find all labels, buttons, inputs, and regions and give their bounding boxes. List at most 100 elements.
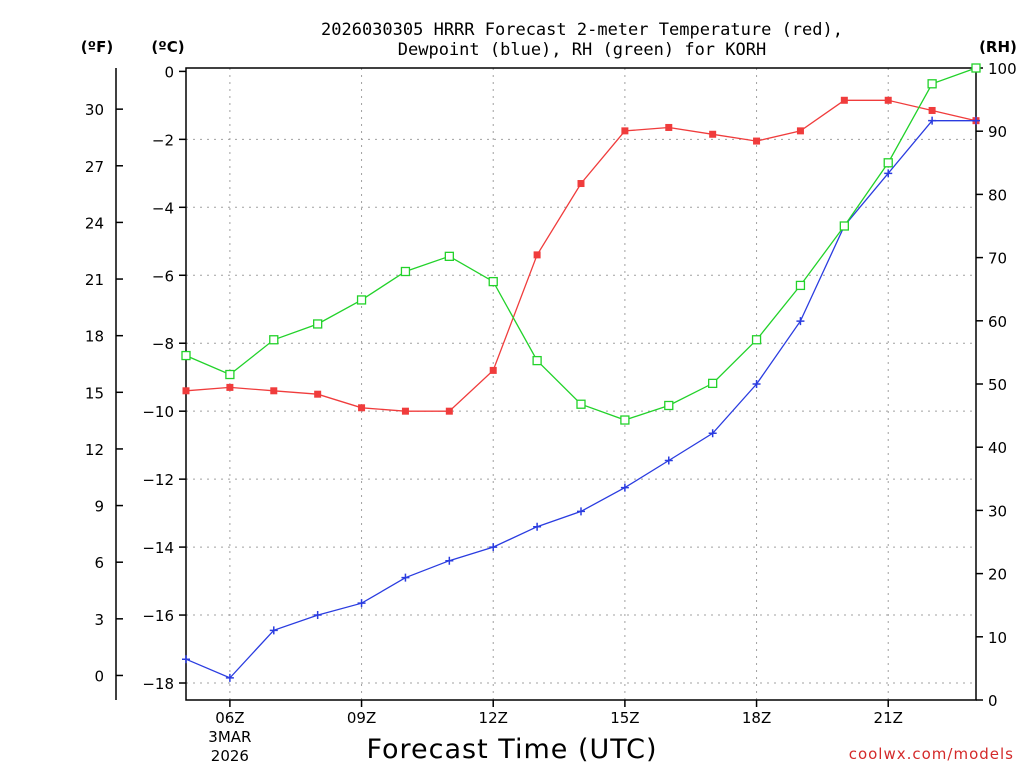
- temperature-point: [226, 384, 233, 391]
- temperature-point: [841, 97, 848, 104]
- celsius-tick-label: −10: [142, 403, 174, 421]
- rh-tick-label: 80: [988, 186, 1007, 204]
- fahrenheit-tick-label: 18: [85, 328, 104, 346]
- rh-point: [709, 379, 717, 387]
- temperature-point: [753, 138, 760, 145]
- temperature-point: [797, 127, 804, 134]
- fahrenheit-tick-label: 12: [85, 441, 104, 459]
- rh-tick-label: 70: [988, 250, 1007, 268]
- rh-point: [314, 320, 322, 328]
- rh-point: [796, 281, 804, 289]
- temperature-point: [665, 124, 672, 131]
- rh-point: [489, 278, 497, 286]
- dewpoint-point: [621, 484, 629, 492]
- temperature-point: [446, 408, 453, 415]
- dewpoint-point: [577, 507, 585, 515]
- rh-point: [665, 401, 673, 409]
- rh-tick-label: 30: [988, 502, 1007, 520]
- dewpoint-point: [314, 611, 322, 619]
- temperature-point: [490, 367, 497, 374]
- celsius-unit-label: (ºC): [151, 38, 184, 56]
- meteogram-chart: 2026030305 HRRR Forecast 2-meter Tempera…: [0, 0, 1024, 768]
- rh-tick-label: 90: [988, 123, 1007, 141]
- fahrenheit-tick-label: 15: [85, 384, 104, 402]
- dewpoint-point: [445, 557, 453, 565]
- temperature-point: [314, 391, 321, 398]
- fahrenheit-tick-label: 6: [94, 554, 104, 572]
- dewpoint-point: [665, 456, 673, 464]
- temperature-point: [402, 408, 409, 415]
- rh-point: [182, 352, 190, 360]
- chart-title-line1: 2026030305 HRRR Forecast 2-meter Tempera…: [321, 20, 843, 40]
- rh-tick-label: 0: [988, 692, 998, 710]
- temperature-point: [929, 107, 936, 114]
- x-axis-label: Forecast Time (UTC): [366, 734, 657, 765]
- rh-point: [533, 357, 541, 365]
- rh-point: [753, 336, 761, 344]
- temperature-point: [578, 180, 585, 187]
- temperature-point: [709, 131, 716, 138]
- dewpoint-point: [489, 543, 497, 551]
- fahrenheit-tick-label: 24: [85, 214, 104, 232]
- tick-labels: 0−2−4−6−8−10−12−14−16−183027242118151296…: [85, 60, 1017, 765]
- rh-tick-label: 60: [988, 313, 1007, 331]
- x-year-label: 2026: [211, 747, 249, 765]
- temperature-point: [621, 127, 628, 134]
- celsius-tick-label: −18: [142, 675, 174, 693]
- data-series: [182, 64, 980, 682]
- fahrenheit-tick-label: 3: [94, 611, 104, 629]
- celsius-tick-label: −4: [152, 199, 174, 217]
- rh-point: [884, 159, 892, 167]
- temperature-point: [358, 404, 365, 411]
- x-tick-label: 12Z: [479, 709, 508, 727]
- fahrenheit-tick-label: 30: [85, 101, 104, 119]
- celsius-tick-label: 0: [164, 63, 174, 81]
- x-tick-label: 06Z: [215, 709, 244, 727]
- celsius-tick-label: −8: [152, 335, 174, 353]
- rh-unit-label: (RH): [979, 38, 1017, 56]
- x-tick-label: 21Z: [874, 709, 903, 727]
- rh-point: [226, 371, 234, 379]
- temperature-point: [885, 97, 892, 104]
- temperature-line: [186, 100, 976, 411]
- rh-point: [577, 400, 585, 408]
- celsius-tick-label: −6: [152, 267, 174, 285]
- fahrenheit-unit-label: (ºF): [81, 38, 113, 56]
- fahrenheit-tick-label: 21: [85, 271, 104, 289]
- celsius-tick-label: −2: [152, 131, 174, 149]
- celsius-tick-label: −16: [142, 607, 174, 625]
- celsius-tick-label: −12: [142, 471, 174, 489]
- chart-title-line2: Dewpoint (blue), RH (green) for KORH: [398, 40, 766, 60]
- dewpoint-point: [533, 523, 541, 531]
- rh-tick-label: 40: [988, 439, 1007, 457]
- source-credit: coolwx.com/models: [849, 745, 1014, 763]
- rh-tick-label: 100: [988, 60, 1017, 78]
- x-tick-label: 18Z: [742, 709, 771, 727]
- celsius-tick-label: −14: [142, 539, 174, 557]
- rh-tick-label: 10: [988, 629, 1007, 647]
- rh-point: [270, 336, 278, 344]
- grid-lines: [186, 68, 976, 700]
- rh-point: [401, 268, 409, 276]
- x-date-label: 3MAR: [208, 728, 251, 746]
- temperature-point: [183, 387, 190, 394]
- axes: [116, 68, 983, 707]
- fahrenheit-tick-label: 9: [94, 498, 104, 516]
- rh-line: [186, 68, 976, 420]
- rh-point: [445, 252, 453, 260]
- dewpoint-point: [182, 655, 190, 663]
- rh-tick-label: 50: [988, 376, 1007, 394]
- dewpoint-line: [186, 121, 976, 678]
- plot-frame: [186, 68, 976, 700]
- rh-point: [840, 222, 848, 230]
- fahrenheit-tick-label: 0: [94, 667, 104, 685]
- rh-point: [621, 416, 629, 424]
- dewpoint-point: [358, 599, 366, 607]
- temperature-point: [270, 387, 277, 394]
- rh-point: [928, 80, 936, 88]
- x-tick-label: 15Z: [610, 709, 639, 727]
- rh-tick-label: 20: [988, 566, 1007, 584]
- dewpoint-point: [401, 574, 409, 582]
- rh-point: [972, 64, 980, 72]
- x-tick-label: 09Z: [347, 709, 376, 727]
